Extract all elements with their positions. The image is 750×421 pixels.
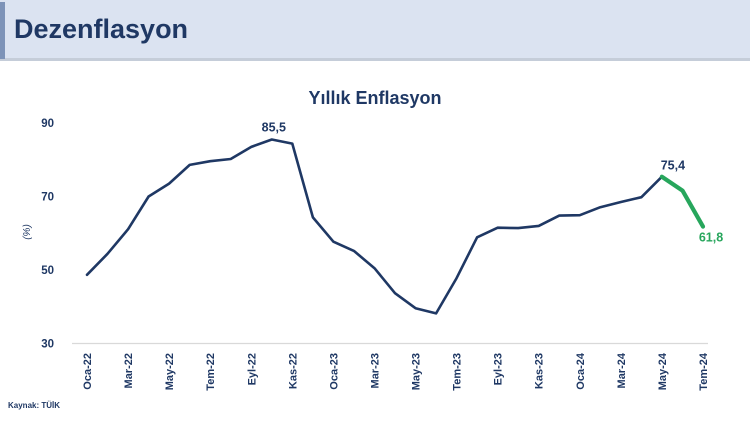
x-axis-tick-label: Mar-23 <box>369 353 381 388</box>
chart-title: Yıllık Enflasyon <box>308 88 442 108</box>
x-axis-tick-label: Kas-23 <box>534 353 546 389</box>
main-series-line <box>85 138 664 315</box>
header-accent-bar <box>0 2 5 59</box>
x-axis-tick-label: Kas-22 <box>287 353 299 389</box>
highlight-series-line <box>659 174 706 229</box>
x-axis-tick-label: Oca-23 <box>328 353 340 390</box>
x-axis-tick-label: Eyl-23 <box>493 353 505 385</box>
x-axis-tick-label: May-24 <box>657 352 669 390</box>
y-axis-tick-label: 30 <box>41 339 54 351</box>
x-axis-tick-label: Oca-22 <box>82 353 94 390</box>
header-banner: Dezenflasyon <box>0 0 750 61</box>
x-axis-tick-label: Tem-24 <box>698 352 710 391</box>
x-axis-tick-label: Mar-22 <box>123 353 135 388</box>
x-axis-tick-label: Tem-22 <box>205 353 217 391</box>
y-axis-tick-label: 90 <box>41 118 54 130</box>
y-axis-tick-label: 70 <box>41 192 54 204</box>
data-point-label: 85,5 <box>262 121 286 135</box>
source-note: Kaynak: TÜİK <box>8 401 61 410</box>
x-axis-tick-label: May-23 <box>411 353 423 390</box>
x-axis-tick-label: Eyl-22 <box>246 353 258 385</box>
y-axis-title: (%) <box>22 224 33 240</box>
page-title: Dezenflasyon <box>14 14 189 44</box>
x-axis-tick-label: Mar-24 <box>616 352 628 388</box>
x-axis-tick-label: Tem-23 <box>452 353 464 391</box>
data-point-label: 75,4 <box>661 159 685 173</box>
data-point-label: 61,8 <box>699 231 723 245</box>
x-axis-tick-label: Oca-24 <box>575 352 587 390</box>
x-axis-tick-label: May-22 <box>164 353 176 390</box>
y-axis-tick-label: 50 <box>41 265 54 277</box>
